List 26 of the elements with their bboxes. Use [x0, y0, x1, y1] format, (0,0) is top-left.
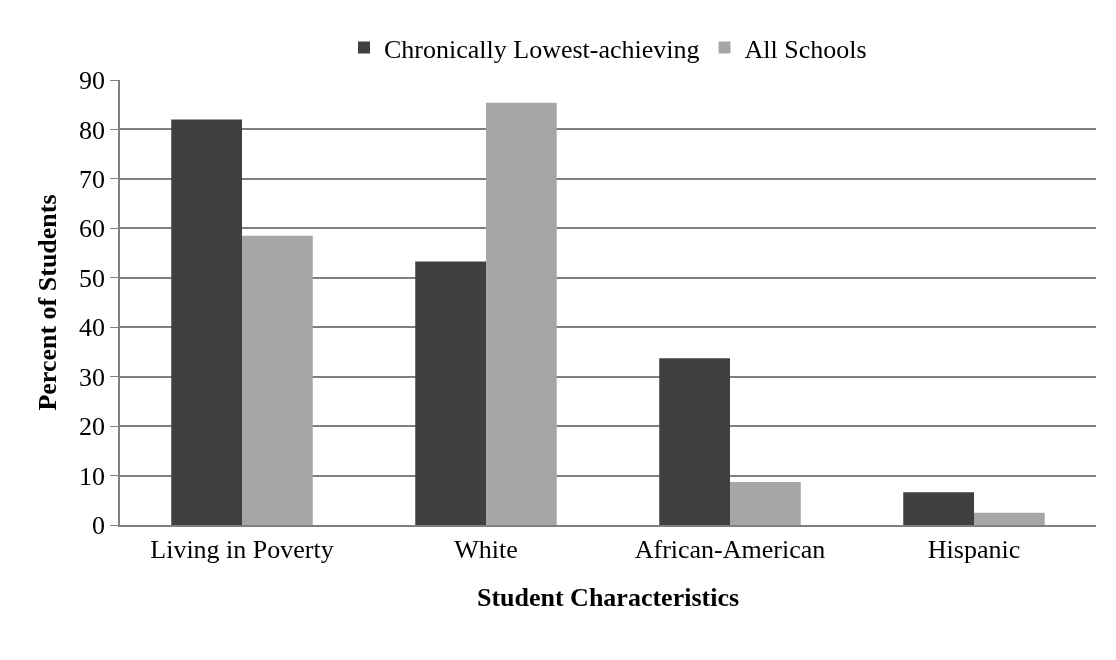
legend-label: Chronically Lowest-achieving — [384, 34, 700, 64]
bar — [171, 119, 242, 525]
y-tick-label: 80 — [79, 115, 106, 145]
bar — [659, 358, 730, 525]
y-tick-label: 10 — [79, 461, 106, 491]
x-tick-label: Living in Poverty — [150, 534, 334, 564]
bar — [974, 512, 1045, 525]
x-tick-label: White — [454, 534, 518, 564]
x-axis-title: Student Characteristics — [476, 583, 740, 613]
y-tick-label: 90 — [79, 66, 106, 96]
bar — [415, 261, 486, 525]
y-tick-label: 20 — [79, 412, 106, 442]
y-axis-title: Percent of Students — [32, 194, 62, 411]
bar — [486, 102, 557, 525]
y-tick-label: 60 — [79, 214, 106, 244]
bar — [242, 235, 313, 525]
x-tick-label: Hispanic — [927, 534, 1021, 564]
y-tick-label: 50 — [79, 263, 106, 293]
x-tick-label: African-American — [634, 534, 826, 564]
y-tick-label: 40 — [79, 313, 106, 343]
legend-label: All Schools — [744, 34, 867, 64]
y-tick-label: 70 — [79, 164, 106, 194]
y-tick-label: 0 — [92, 511, 106, 541]
y-tick-label: 30 — [79, 362, 106, 392]
bar — [903, 492, 974, 525]
bar — [730, 481, 801, 525]
